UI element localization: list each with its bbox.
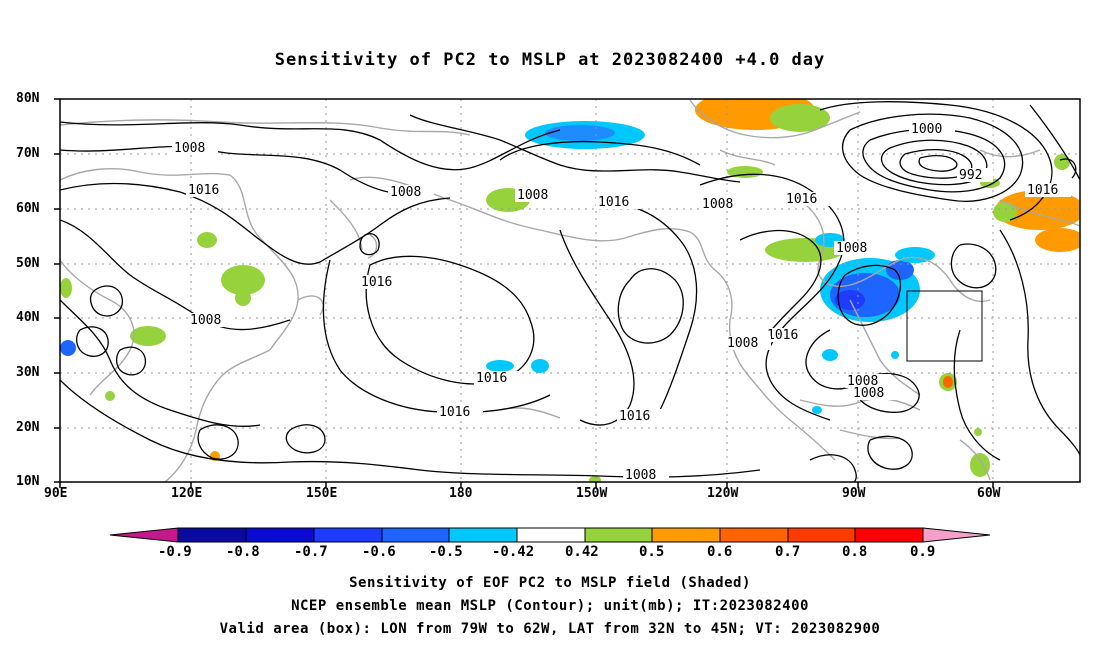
- shade-blob: [60, 340, 76, 356]
- lat-label: 30N: [16, 365, 40, 380]
- contour-label: 1016: [1027, 183, 1058, 198]
- shade-blob: [770, 104, 830, 132]
- colorbar-segment: [584, 527, 653, 543]
- shade-blob: [221, 265, 265, 295]
- shade-blob: [589, 476, 601, 482]
- contour-label: 1008: [702, 197, 733, 212]
- contour-label: 1008: [517, 188, 548, 203]
- shade-blob: [891, 351, 899, 359]
- colorbar-label: 0.5: [639, 544, 665, 560]
- shade-blob: [886, 260, 914, 280]
- colorbar-segment: [854, 527, 924, 543]
- contour-label: 1016: [476, 371, 507, 386]
- colorbar-label: -0.7: [294, 544, 328, 560]
- shade-blob: [197, 232, 217, 248]
- colorbar-label: 0.7: [775, 544, 801, 560]
- contour-label: 1016: [598, 195, 629, 210]
- contour-label: 1008: [625, 468, 656, 483]
- contour-label: 1016: [361, 275, 392, 290]
- contour-label: 1000: [911, 122, 942, 137]
- colorbar-label: 0.9: [910, 544, 936, 560]
- contour-label: 1008: [853, 386, 884, 401]
- map-frame: [59, 98, 1081, 483]
- colorbar-segment: [787, 527, 856, 543]
- lat-label: 50N: [16, 256, 40, 271]
- shade-blob: [812, 406, 822, 414]
- lon-label: 180: [449, 486, 473, 501]
- shade-blob: [822, 349, 838, 361]
- lon-label: 150E: [306, 486, 338, 501]
- shade-blob: [105, 391, 115, 401]
- lon-label: 150W: [576, 486, 608, 501]
- shade-blob: [130, 326, 166, 346]
- colorbar-label: -0.8: [226, 544, 260, 560]
- colorbar-label: -0.5: [429, 544, 463, 560]
- colorbar-segment: [922, 527, 991, 543]
- shade-blob: [486, 360, 514, 372]
- lon-label: 90E: [44, 486, 68, 501]
- caption-shaded: Sensitivity of EOF PC2 to MSLP field (Sh…: [349, 575, 751, 591]
- shade-blob: [970, 453, 990, 477]
- caption-contour: NCEP ensemble mean MSLP (Contour); unit(…: [291, 598, 809, 614]
- lat-label: 20N: [16, 420, 40, 435]
- contour-label: 1008: [847, 374, 878, 389]
- shade-blob: [545, 125, 615, 141]
- caption-valid-area: Valid area (box): LON from 79W to 62W, L…: [219, 621, 881, 637]
- shade-blob: [974, 428, 982, 436]
- contour-label: 1008: [174, 141, 205, 156]
- colorbar-segment: [448, 527, 518, 543]
- contour-label: 992: [959, 168, 982, 183]
- colorbar-segment: [719, 527, 789, 543]
- colorbar-label: -0.42: [492, 544, 535, 560]
- shade-blob: [235, 290, 251, 306]
- contour-label: 1008: [836, 241, 867, 256]
- colorbar-label: -0.6: [362, 544, 396, 560]
- colorbar-segment: [109, 527, 179, 543]
- lat-label: 70N: [16, 146, 40, 161]
- colorbar-label: 0.42: [565, 544, 599, 560]
- shade-blob: [943, 376, 953, 388]
- colorbar-label: 0.8: [842, 544, 868, 560]
- contour-label: 1016: [786, 192, 817, 207]
- colorbar-label: -0.9: [158, 544, 192, 560]
- valid-area-box: [906, 290, 983, 362]
- contour-label: 1016: [188, 183, 219, 198]
- lat-label: 80N: [16, 91, 40, 106]
- lat-label: 10N: [16, 474, 40, 489]
- contour-label: 1016: [439, 405, 470, 420]
- colorbar-segment: [651, 527, 721, 543]
- shade-blob: [1054, 154, 1070, 170]
- lon-label: 120E: [171, 486, 203, 501]
- lat-label: 40N: [16, 310, 40, 325]
- shade-blob: [531, 359, 549, 373]
- shade-blob: [60, 278, 72, 298]
- contour-labels: 1008 1016 1008 1008 1016 1008 1016 1000 …: [172, 122, 1071, 483]
- colorbar-label: 0.6: [707, 544, 733, 560]
- lon-label: 60W: [977, 486, 1001, 501]
- mslp-contours: [60, 101, 1080, 482]
- colorbar: [109, 527, 991, 543]
- shade-blob: [1035, 228, 1080, 252]
- shade-blob: [993, 202, 1017, 222]
- contour-label: 1008: [727, 336, 758, 351]
- lon-label: 120W: [707, 486, 739, 501]
- colorbar-segment: [313, 527, 383, 543]
- lon-label: 90W: [842, 486, 866, 501]
- colorbar-segment: [245, 527, 315, 543]
- contour-label: 1016: [767, 328, 798, 343]
- colorbar-segment: [177, 527, 247, 543]
- contour-label: 1008: [190, 313, 221, 328]
- contour-label: 1008: [390, 185, 421, 200]
- axis-ticks: [54, 98, 994, 488]
- colorbar-segment: [516, 527, 586, 543]
- colorbar-segment: [381, 527, 450, 543]
- map-title: Sensitivity of PC2 to MSLP at 2023082400…: [274, 50, 826, 70]
- lat-label: 60N: [16, 201, 40, 216]
- contour-label: 1016: [619, 409, 650, 424]
